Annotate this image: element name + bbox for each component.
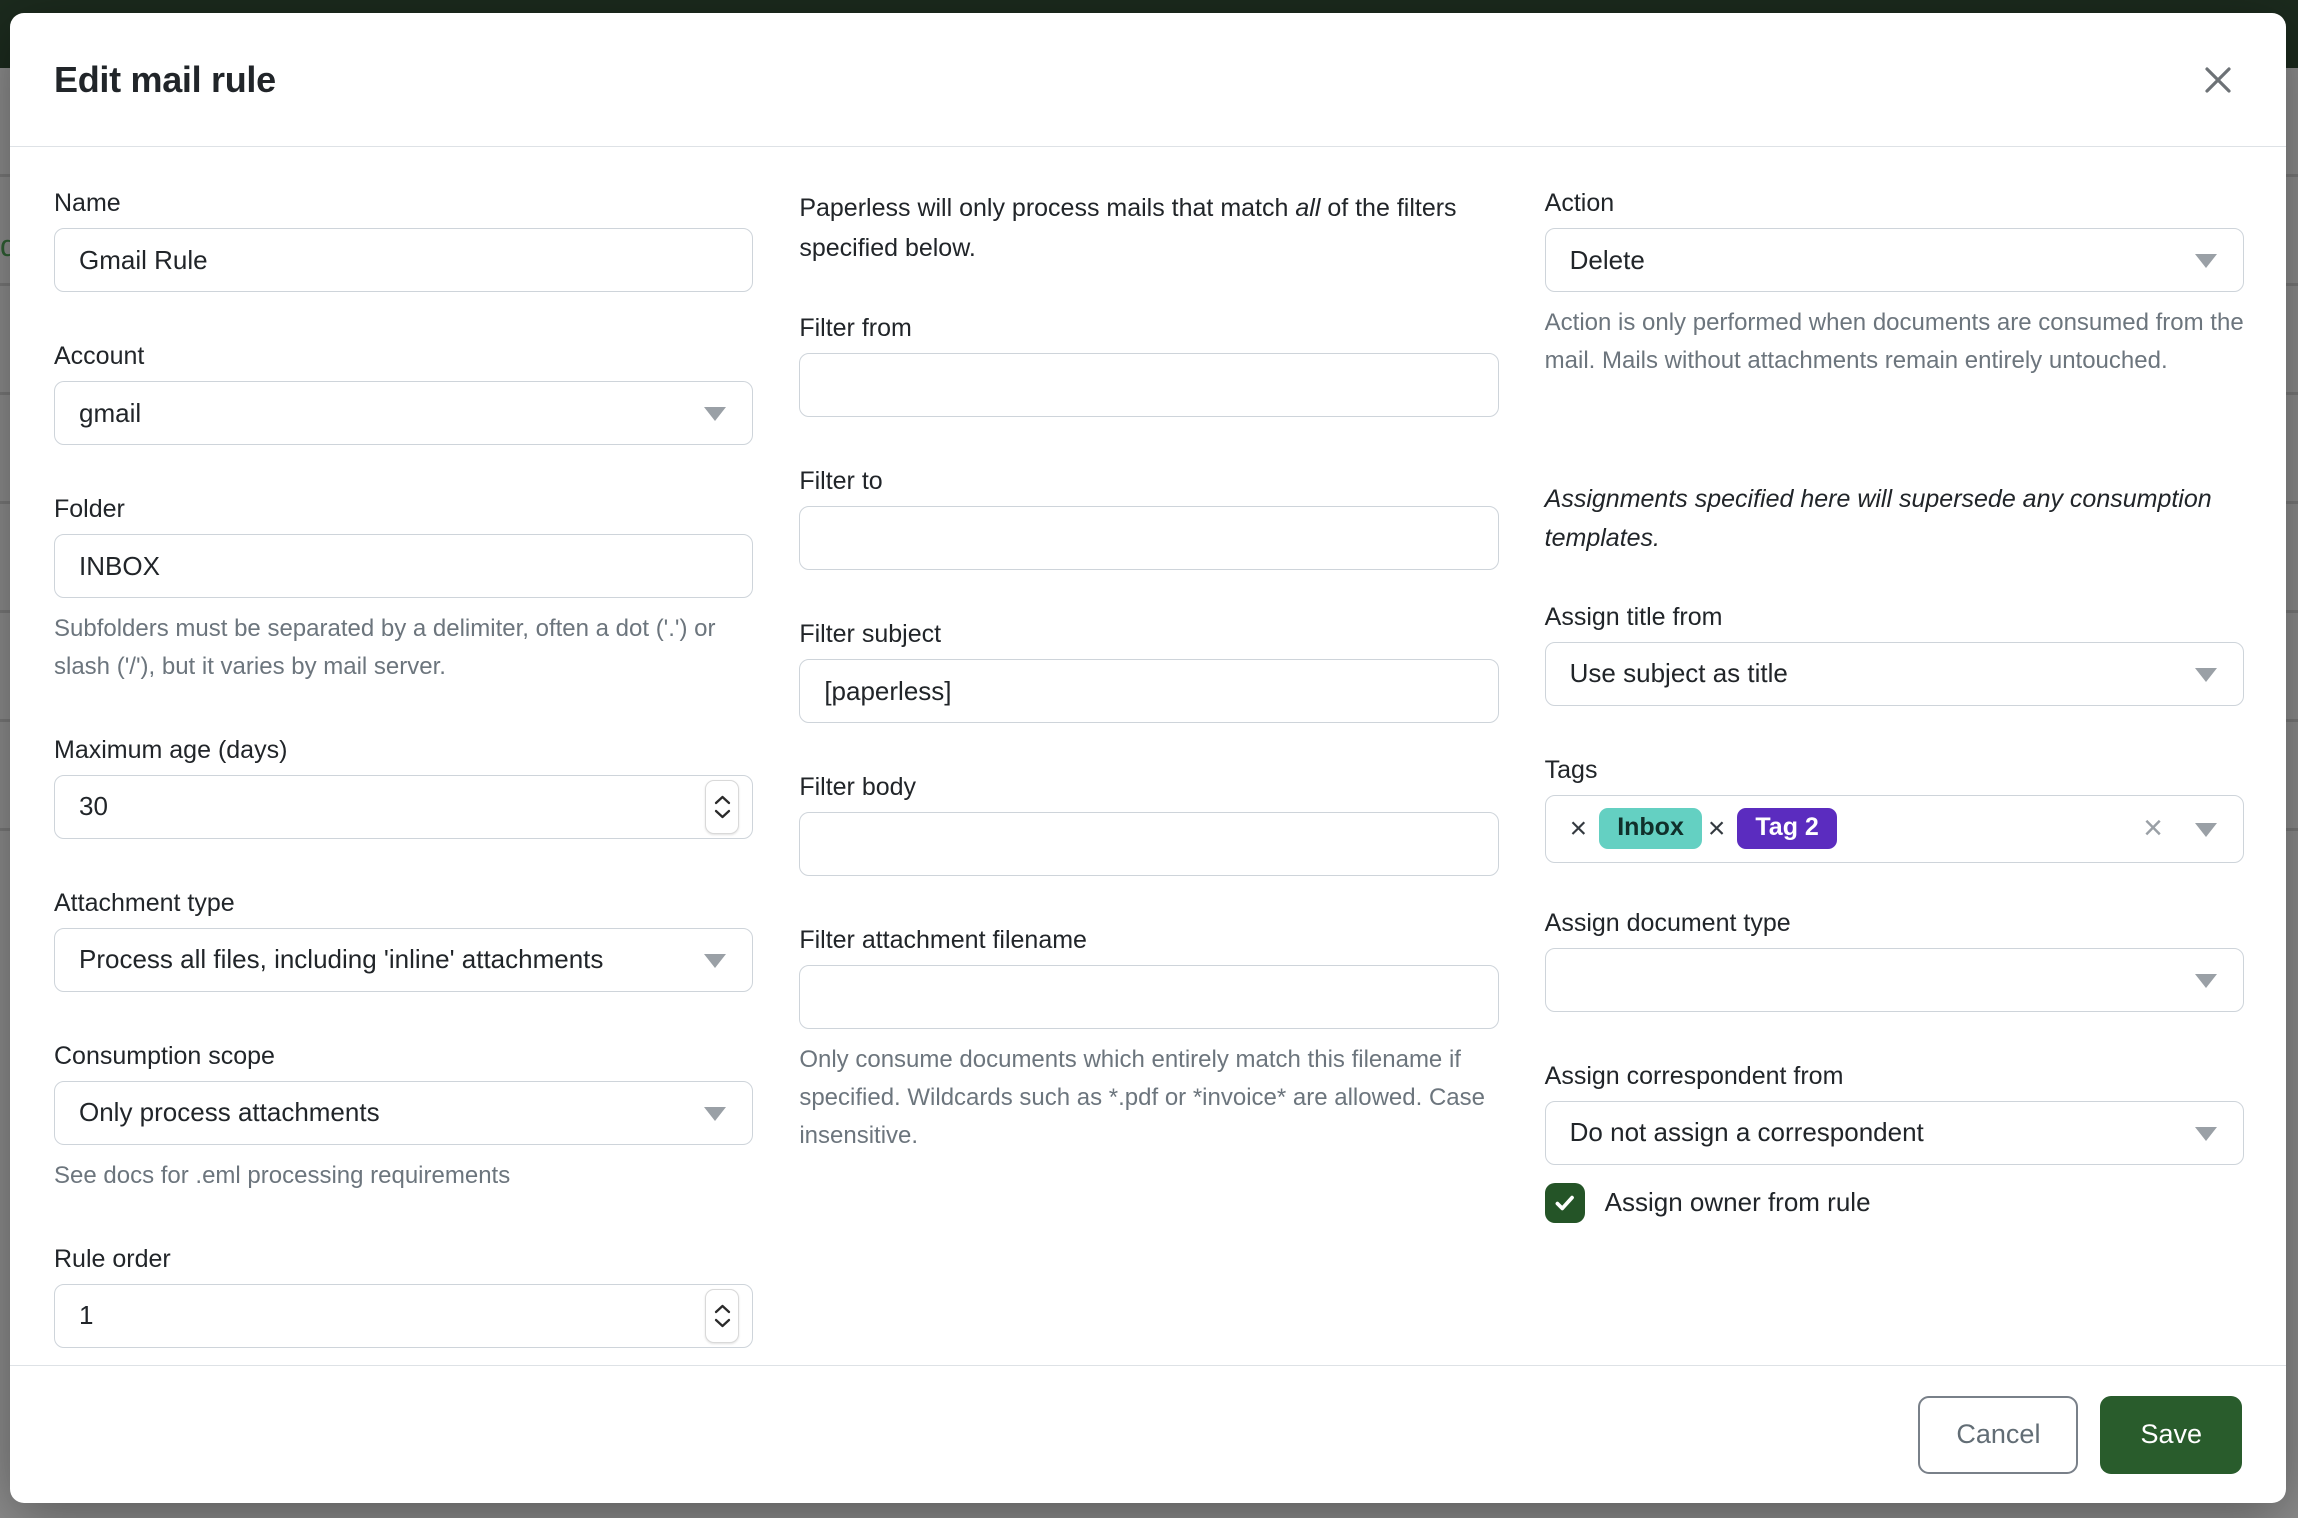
action-label: Action (1544, 189, 1615, 217)
chevron-down-icon (2194, 254, 2217, 268)
number-stepper[interactable] (705, 779, 740, 834)
folder-help: Subfolders must be separated by a delimi… (54, 615, 716, 680)
assign-document-type-select[interactable] (1544, 947, 2244, 1012)
close-button[interactable] (2190, 52, 2246, 108)
tags-label: Tags (1544, 755, 1598, 784)
assign-owner-label: Assign owner from rule (1604, 1187, 1871, 1218)
action-select[interactable]: Delete (1544, 228, 2244, 292)
remove-tag-icon[interactable]: × (1707, 811, 1726, 845)
consumption-scope-label: Consumption scope (54, 1041, 275, 1070)
filter-body-input[interactable] (799, 812, 1499, 876)
number-stepper[interactable] (705, 1288, 740, 1343)
chevron-down-icon (704, 953, 727, 968)
max-age-label: Maximum age (days) (54, 735, 288, 764)
rule-order-input[interactable]: 1 (54, 1283, 754, 1348)
tag-chip: Inbox (1599, 808, 1702, 850)
stepper-up-icon (714, 795, 730, 804)
intro-italic-word: all (1295, 194, 1321, 222)
dialog-header: Edit mail rule (10, 13, 2286, 147)
filters-intro: Paperless will only process mails that m… (799, 194, 1457, 262)
name-label: Name (54, 189, 121, 217)
assign-title-select[interactable]: Use subject as title (1544, 641, 2244, 706)
name-input[interactable]: Gmail Rule (54, 228, 754, 292)
chevron-down-icon (704, 1106, 727, 1121)
close-icon (2205, 66, 2231, 93)
tags-input[interactable]: × Inbox × Tag 2 × (1544, 794, 2244, 863)
folder-label: Folder (54, 495, 125, 523)
folder-input[interactable]: INBOX (54, 534, 754, 598)
checkmark-icon (1555, 1195, 1574, 1211)
consumption-scope-help: See docs for .eml processing requirement… (54, 1161, 511, 1189)
chevron-down-icon (2194, 1126, 2217, 1141)
dialog-title: Edit mail rule (54, 58, 276, 100)
filter-to-label: Filter to (799, 467, 883, 495)
filter-to-input[interactable] (799, 506, 1499, 570)
assign-owner-row: Assign owner from rule (1544, 1182, 2244, 1223)
column-filters: Paperless will only process mails that m… (799, 189, 1499, 1365)
rule-order-label: Rule order (54, 1244, 171, 1273)
filter-subject-label: Filter subject (799, 620, 942, 648)
cancel-button[interactable]: Cancel (1918, 1395, 2079, 1474)
filter-subject-input[interactable]: [paperless] (799, 659, 1499, 723)
edit-mail-rule-dialog: Edit mail rule Name Gmail Rule Account g… (10, 13, 2286, 1503)
assign-document-type-label: Assign document type (1544, 908, 1791, 937)
chevron-down-icon (2194, 973, 2217, 988)
tag-chip: Tag 2 (1737, 808, 1837, 850)
stepper-down-icon (714, 809, 730, 818)
save-button[interactable]: Save (2100, 1395, 2242, 1474)
attachment-type-label: Attachment type (54, 888, 235, 917)
chevron-down-icon (2194, 667, 2217, 682)
action-help: Action is only performed when documents … (1544, 309, 2244, 374)
stepper-down-icon (714, 1318, 730, 1327)
stepper-up-icon (714, 1304, 730, 1313)
filter-body-label: Filter body (799, 773, 917, 801)
remove-tag-icon[interactable]: × (1569, 811, 1588, 845)
assignments-note: Assignments specified here will supersed… (1544, 484, 2212, 553)
chevron-down-icon (704, 407, 727, 421)
dialog-body: Name Gmail Rule Account gmail Folder INB… (10, 147, 2286, 1365)
account-label: Account (54, 342, 145, 370)
filter-attachment-filename-label: Filter attachment filename (799, 926, 1087, 954)
clear-tags-icon[interactable]: × (2143, 809, 2163, 848)
assign-correspondent-label: Assign correspondent from (1544, 1061, 1844, 1090)
filter-attachment-filename-input[interactable] (799, 965, 1499, 1029)
filter-attachment-filename-help: Only consume documents which entirely ma… (799, 1046, 1485, 1149)
chevron-down-icon (2194, 822, 2217, 837)
assign-owner-checkbox[interactable] (1544, 1182, 1585, 1223)
consumption-scope-select[interactable]: Only process attachments (54, 1080, 754, 1145)
column-settings: Name Gmail Rule Account gmail Folder INB… (54, 189, 754, 1365)
filter-from-label: Filter from (799, 314, 912, 342)
max-age-input[interactable]: 30 (54, 774, 754, 839)
assign-correspondent-select[interactable]: Do not assign a correspondent (1544, 1100, 2244, 1165)
assign-title-label: Assign title from (1544, 602, 1723, 631)
account-select[interactable]: gmail (54, 381, 754, 445)
attachment-type-select[interactable]: Process all files, including 'inline' at… (54, 927, 754, 992)
dialog-footer: Cancel Save (10, 1365, 2286, 1503)
column-actions: Action Delete Action is only performed w… (1544, 189, 2244, 1365)
filter-from-input[interactable] (799, 353, 1499, 417)
